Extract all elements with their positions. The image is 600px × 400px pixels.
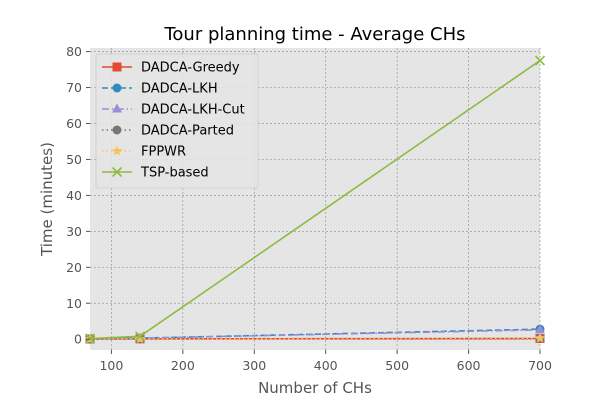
legend-label: DADCA-Parted bbox=[141, 124, 234, 139]
legend-box bbox=[95, 53, 259, 189]
data-point bbox=[134, 331, 146, 342]
x-tick-label: 100 bbox=[99, 358, 123, 373]
x-tick-label: 400 bbox=[314, 358, 338, 373]
legend-label: TSP-based bbox=[140, 166, 209, 181]
legend-marker bbox=[112, 83, 122, 93]
x-tick-label: 300 bbox=[242, 358, 266, 373]
y-tick-label: 40 bbox=[66, 188, 82, 203]
data-point bbox=[534, 55, 546, 66]
series-layer bbox=[84, 55, 546, 344]
data-point bbox=[84, 333, 96, 344]
y-tick-label: 80 bbox=[66, 44, 82, 59]
ticks: 100 200 300 400 500 600 700 0 10 20 30 40 50 60 70 80 bbox=[66, 44, 552, 373]
legend-marker bbox=[112, 125, 122, 135]
legend-label: DADCA-LKH-Cut bbox=[141, 103, 245, 118]
data-point bbox=[534, 332, 546, 343]
legend: DADCA-Greedy DADCA-LKH DADCA-LKH-Cut DADCA-… bbox=[95, 53, 259, 189]
legend-label: DADCA-Greedy bbox=[141, 61, 240, 76]
y-tick-label: 70 bbox=[66, 80, 82, 95]
x-axis-label: Number of CHs bbox=[258, 379, 372, 397]
y-tick-label: 20 bbox=[66, 260, 82, 275]
x-tick-label: 200 bbox=[171, 358, 195, 373]
legend-marker bbox=[111, 166, 123, 178]
legend-marker bbox=[112, 62, 122, 72]
legend-label: DADCA-LKH bbox=[141, 82, 218, 97]
legend-marker bbox=[111, 145, 123, 156]
y-axis-label: Time (minutes) bbox=[38, 142, 56, 257]
chart-title: Tour planning time - Average CHs bbox=[163, 24, 465, 45]
y-tick-label: 60 bbox=[66, 116, 82, 131]
x-tick-label: 600 bbox=[457, 358, 481, 373]
data-point bbox=[134, 333, 146, 344]
y-tick-label: 50 bbox=[66, 152, 82, 167]
legend-label: FPPWR bbox=[141, 145, 186, 160]
y-tick-label: 0 bbox=[74, 332, 82, 347]
series-tsp-based bbox=[84, 55, 546, 344]
legend-marker bbox=[112, 103, 122, 113]
y-tick-label: 30 bbox=[66, 224, 82, 239]
x-tick-label: 700 bbox=[528, 358, 552, 373]
data-point bbox=[535, 324, 545, 334]
x-tick-label: 500 bbox=[385, 358, 409, 373]
y-tick-label: 10 bbox=[66, 296, 82, 311]
